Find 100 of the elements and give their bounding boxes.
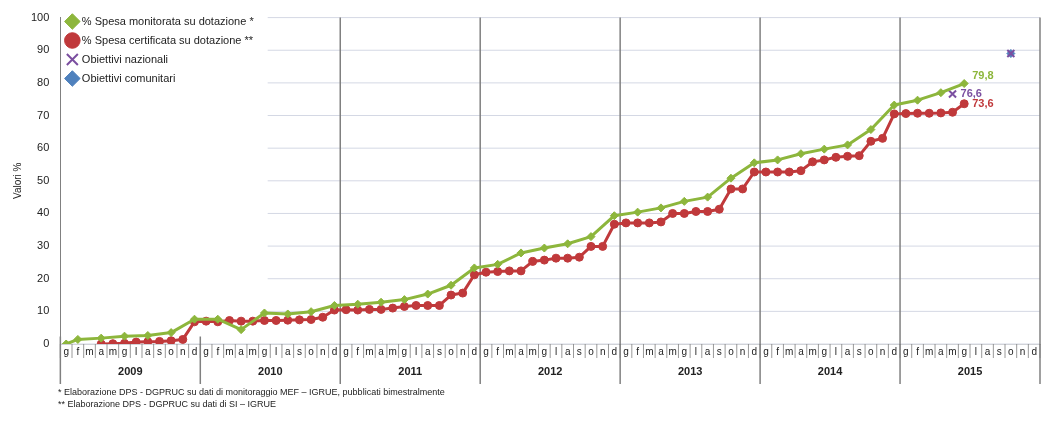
x-tick-label: m [248,345,257,357]
x-tick-label: a [938,345,945,357]
legend-label: % Spesa certificata su dotazione ** [81,33,254,46]
x-tick-label: f [216,345,220,357]
x-tick-label: n [180,345,186,357]
x-tick-label: m [365,345,374,357]
x-tick-label: d [1031,345,1037,357]
x-tick-label: f [636,345,640,357]
y-tick-label: 100 [30,10,50,23]
x-tick-label: g [343,345,349,357]
x-tick-label: s [716,345,722,357]
x-tick-label: f [776,345,780,357]
x-tick-label: f [76,345,80,357]
y-tick-label: 10 [37,304,50,317]
text: 2011 [398,365,423,378]
text: 2014 [817,365,844,378]
x-tick-label: m [808,345,817,357]
text: ** Elaborazione DPS - DGPRUC su dati di SI – IGRUE [58,398,278,410]
x-tick-label: a [238,345,245,357]
y-tick-label: 90 [37,43,50,56]
x-tick-label: l [974,345,977,357]
x-tick-label: g [203,345,209,357]
x-tick-label: a [564,345,571,357]
x-tick-label: s [576,345,582,357]
x-tick-label: m [925,345,934,357]
x-tick-label: f [916,345,920,357]
x-tick-label: g [483,345,489,357]
x-tick-label: l [554,345,558,357]
x-tick-label: s [156,345,162,357]
x-tick-label: g [261,345,268,357]
x-tick-label: g [401,345,408,357]
x-tick-label: n [879,345,886,357]
x-tick-label: m [645,345,654,357]
x-tick-label: l [414,345,418,357]
x-tick-label: d [611,345,618,357]
text: 2015 [957,365,983,378]
x-tick-label: d [471,345,478,357]
x-tick-label: d [331,345,338,357]
x-tick-label: g [763,345,769,357]
x-tick-label: g [121,345,128,357]
x-tick-label: s [996,345,1002,357]
x-tick-label: a [658,345,665,357]
x-tick-label: m [668,345,677,357]
x-tick-label: m [388,345,397,357]
x-tick-label: g [541,345,548,357]
x-tick-label: o [728,345,735,357]
x-tick-label: n [739,345,746,357]
x-tick-label: m [108,345,118,357]
x-tick-label: a [378,345,385,357]
x-tick-label: s [296,345,302,357]
x-tick-label: g [63,345,69,357]
x-tick-label: a [145,345,152,357]
x-tick-label: f [496,345,500,357]
x-tick-label: m [948,345,957,357]
text: 2010 [258,365,283,378]
x-tick-label: a [98,345,105,357]
y-tick-label: 30 [37,239,50,252]
x-tick-label: g [903,345,909,357]
y-tick-label: 70 [37,108,50,121]
x-tick-label: o [868,345,875,357]
legend-label: Obiettivi nazionali [81,52,169,65]
x-tick-label: n [1019,345,1026,357]
legend-label: Obiettivi comunitari [81,71,176,84]
x-tick-label: n [319,345,326,357]
y-tick-label: 60 [37,141,50,154]
x-tick-label: a [518,345,525,357]
x-tick-label: n [599,345,606,357]
text: * Elaborazione DPS - DGPRUC su dati di monitoraggio MEF – IGRUE, pubblicati bimestralmente [58,386,446,398]
x-tick-label: g [821,345,828,357]
x-tick-label: o [588,345,595,357]
x-tick-label: a [798,345,805,357]
data-label: 79,8 [972,68,994,81]
x-tick-label: o [168,345,175,357]
x-tick-label: l [274,345,278,357]
text: 2012 [537,365,563,378]
x-tick-label: a [844,345,851,357]
x-tick-label: m [785,345,794,357]
text: 2009 [118,365,143,378]
x-tick-label: l [694,345,698,357]
x-tick-label: o [448,345,455,357]
x-tick-label: n [459,345,466,357]
x-tick-label: g [961,345,967,357]
x-tick-label: m [505,345,514,357]
y-tick-label: 80 [37,75,50,88]
x-tick-label: a [424,345,431,357]
x-tick-label: m [528,345,537,357]
x-tick-label: l [135,345,138,357]
y-tick-label: 20 [37,271,50,284]
x-tick-label: s [436,345,442,357]
x-tick-label: m [85,345,94,357]
x-tick-label: a [704,345,711,357]
text: 2013 [677,365,703,378]
x-tick-label: a [984,345,991,357]
x-tick-label: d [751,345,758,357]
x-tick-label: s [856,345,862,357]
x-tick-label: a [284,345,291,357]
x-tick-label: o [1008,345,1015,357]
x-tick-label: g [681,345,688,357]
x-tick-label: d [891,345,897,357]
y-axis-title: Valori % [11,162,23,200]
